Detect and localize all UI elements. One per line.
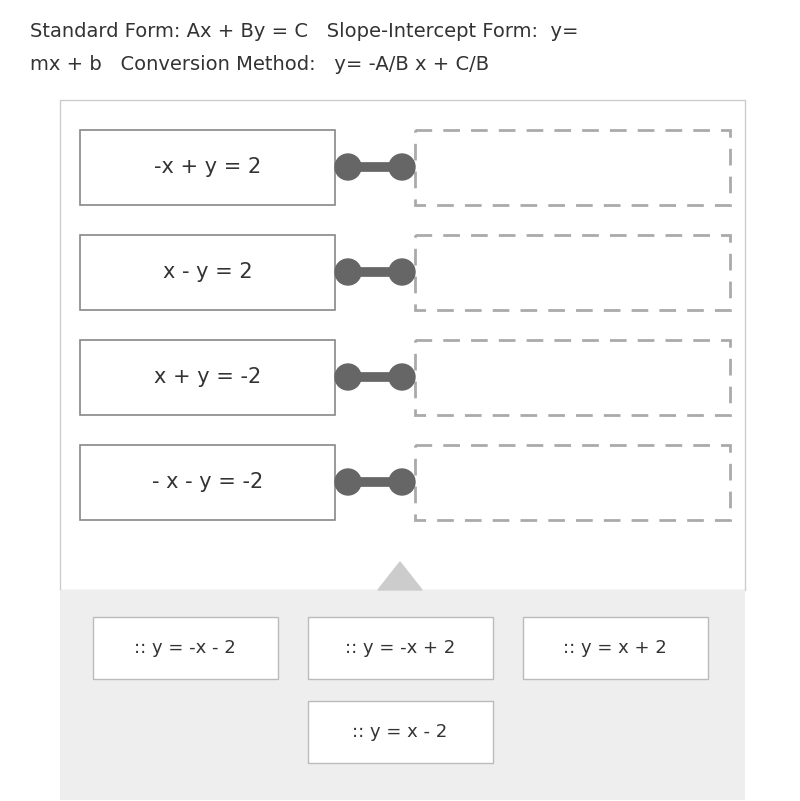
Text: :: y = -x - 2: :: y = -x - 2 — [134, 639, 236, 657]
Text: - x - y = -2: - x - y = -2 — [152, 472, 263, 492]
Circle shape — [389, 364, 415, 390]
FancyBboxPatch shape — [307, 701, 493, 763]
FancyBboxPatch shape — [522, 617, 707, 679]
Text: x - y = 2: x - y = 2 — [162, 262, 252, 282]
FancyBboxPatch shape — [60, 100, 745, 590]
FancyBboxPatch shape — [60, 590, 745, 800]
Text: mx + b   Conversion Method:   y= -A/B x + C/B: mx + b Conversion Method: y= -A/B x + C/… — [30, 55, 489, 74]
Text: :: y = x + 2: :: y = x + 2 — [563, 639, 667, 657]
Text: :: y = -x + 2: :: y = -x + 2 — [345, 639, 455, 657]
Circle shape — [335, 364, 361, 390]
Circle shape — [335, 154, 361, 180]
FancyBboxPatch shape — [80, 340, 335, 414]
Circle shape — [335, 259, 361, 285]
Text: Standard Form: Ax + By = C   Slope-Intercept Form:  y=: Standard Form: Ax + By = C Slope-Interce… — [30, 22, 578, 41]
FancyBboxPatch shape — [80, 445, 335, 520]
FancyBboxPatch shape — [80, 235, 335, 309]
Circle shape — [389, 259, 415, 285]
FancyBboxPatch shape — [93, 617, 278, 679]
Circle shape — [389, 469, 415, 495]
Circle shape — [389, 154, 415, 180]
Polygon shape — [378, 562, 422, 590]
Text: -x + y = 2: -x + y = 2 — [154, 157, 261, 177]
Circle shape — [335, 469, 361, 495]
Text: :: y = x - 2: :: y = x - 2 — [352, 723, 448, 741]
FancyBboxPatch shape — [307, 617, 493, 679]
FancyBboxPatch shape — [80, 130, 335, 204]
Text: x + y = -2: x + y = -2 — [154, 367, 261, 387]
